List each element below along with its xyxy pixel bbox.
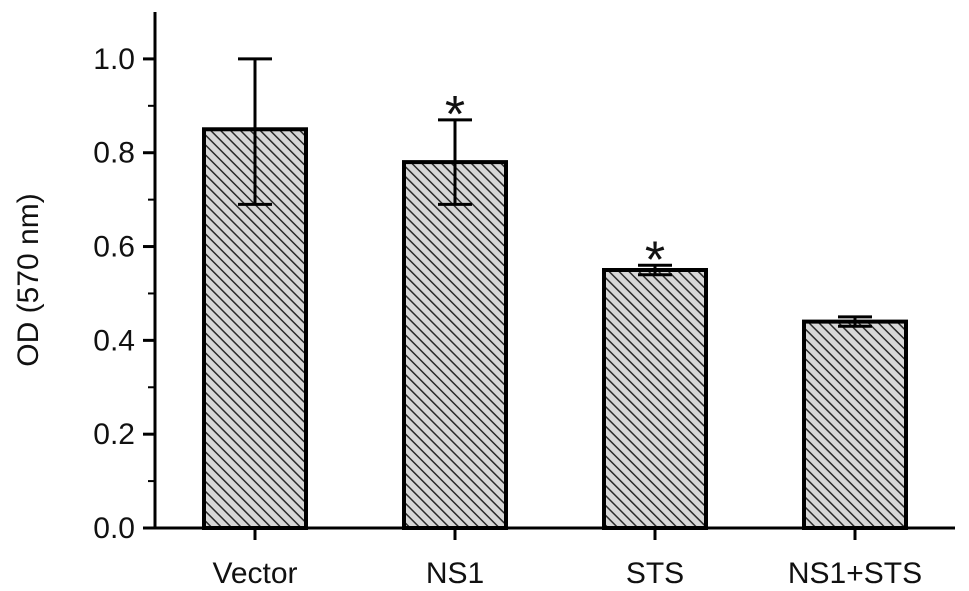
- significance-asterisk: *: [645, 231, 665, 289]
- x-tick-label: Vector: [212, 557, 297, 590]
- bar-sts: [602, 268, 708, 530]
- bar-ns1: [402, 160, 508, 530]
- y-tick-label: 0.4: [93, 324, 135, 357]
- error-bars: [238, 57, 872, 328]
- y-tick-label: 0.0: [93, 512, 135, 545]
- y-tick-label: 0.6: [93, 231, 135, 264]
- labels: 0.0 0.2 0.4 0.6 0.8 1.0 OD (570 nm) Vector NS1 * S…: [12, 43, 922, 590]
- bars: [202, 127, 908, 530]
- y-tick-label: 0.8: [93, 137, 135, 170]
- x-tick-label: NS1: [426, 557, 484, 590]
- y-axis-title: OD (570 nm): [12, 193, 45, 366]
- bar-ns1-sts: [802, 319, 908, 530]
- significance-asterisk: *: [445, 86, 465, 144]
- y-tick-label: 0.2: [93, 418, 135, 451]
- x-tick-label: NS1+STS: [788, 557, 922, 590]
- x-tick-label: STS: [626, 557, 684, 590]
- y-tick-label: 1.0: [93, 43, 135, 76]
